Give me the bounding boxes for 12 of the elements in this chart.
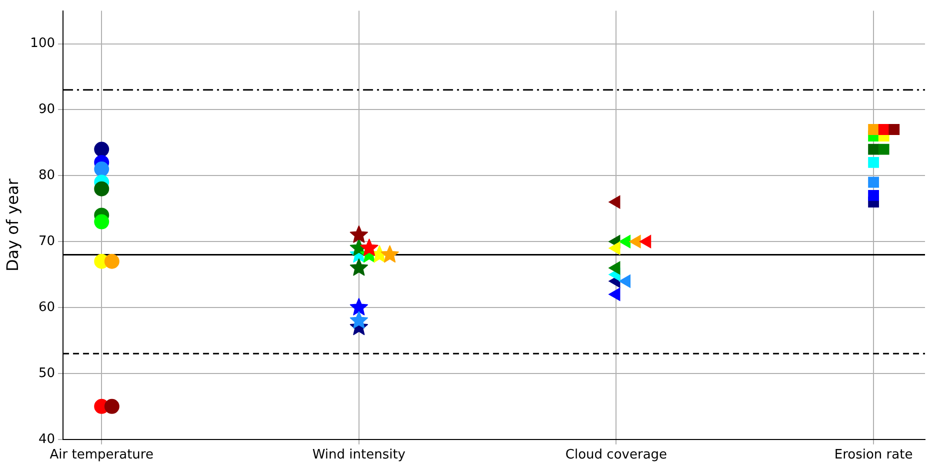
x-tick-label: Air temperature (50, 448, 154, 463)
y-tick-label: 50 (38, 366, 56, 381)
x-tick-label: Erosion rate (834, 448, 913, 463)
y-tick-label: 90 (38, 102, 56, 118)
y-axis-title: Day of year (2, 178, 22, 272)
x-tick-label: Wind intensity (312, 448, 406, 463)
y-tick-label: 70 (38, 234, 56, 249)
y-tick-label: 80 (38, 168, 56, 184)
y-tick-label: 60 (38, 300, 56, 315)
y-tick-label: 40 (38, 432, 56, 447)
y-tick-label: 100 (30, 36, 56, 52)
x-tick-label: Cloud coverage (565, 448, 668, 463)
